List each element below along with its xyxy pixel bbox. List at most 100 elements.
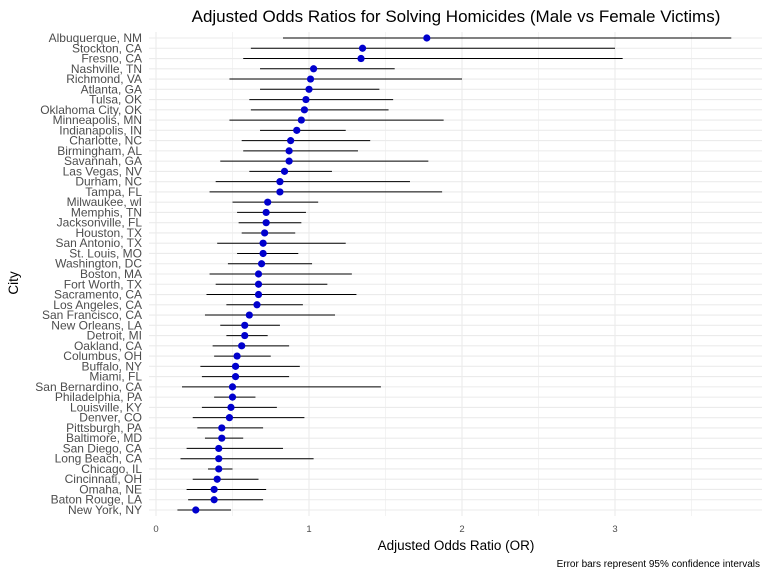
city-label: Oakland, CA	[74, 339, 142, 353]
plot-area	[149, 32, 762, 516]
city-label: Miami, FL	[89, 370, 142, 384]
city-label: Fort Worth, TX	[64, 277, 142, 291]
data-point	[257, 260, 266, 268]
city-label: Buffalo, NY	[82, 359, 142, 373]
chart-title: Adjusted Odds Ratios for Solving Homicid…	[192, 7, 721, 26]
data-point	[210, 496, 218, 504]
data-point	[253, 301, 261, 309]
city-label: St. Louis, MO	[69, 246, 142, 260]
error-bars	[177, 37, 732, 511]
data-point	[215, 465, 223, 473]
city-label: Cincinnati, OH	[65, 472, 142, 486]
x-tick-label: 2	[459, 524, 464, 535]
data-point	[302, 95, 310, 104]
city-label: Columbus, OH	[63, 349, 142, 363]
city-label: Chicago, IL	[81, 462, 142, 476]
data-point	[225, 414, 234, 422]
data-point	[305, 85, 313, 93]
data-point	[261, 229, 269, 237]
city-label: Tampa, FL	[85, 185, 142, 199]
city-label: Indianapolis, IN	[59, 123, 142, 137]
data-point	[254, 270, 263, 278]
city-label: Tulsa, OK	[89, 93, 142, 107]
x-tick-label: 3	[612, 524, 617, 535]
data-point	[280, 167, 289, 175]
data-point	[215, 444, 223, 453]
data-point	[241, 321, 249, 329]
x-tick-labels: 0 1 2 3	[153, 524, 617, 535]
data-point	[306, 75, 315, 83]
data-point	[357, 54, 365, 63]
city-label: Sacramento, CA	[54, 288, 142, 302]
data-point	[276, 178, 284, 186]
city-label: Birmingham, AL	[57, 144, 142, 158]
data-point	[227, 403, 235, 411]
data-point	[215, 455, 223, 463]
data-point	[233, 352, 241, 360]
city-label: Savannah, GA	[64, 154, 142, 168]
city-label: Nashville, TN	[71, 62, 142, 76]
city-label: Long Beach, CA	[55, 452, 142, 466]
data-point	[293, 126, 301, 134]
city-label: New Orleans, LA	[51, 318, 142, 332]
data-point	[213, 475, 221, 483]
data-point	[285, 157, 293, 165]
x-tick-label: 1	[306, 524, 311, 535]
data-point	[358, 44, 367, 52]
city-label: Louisville, KY	[70, 400, 142, 414]
city-label: Las Vegas, NV	[63, 164, 142, 178]
city-label: Fresno, CA	[81, 52, 142, 66]
data-points	[192, 34, 431, 514]
city-label: Stockton, CA	[72, 41, 142, 55]
data-point	[262, 208, 270, 217]
city-label: San Bernardino, CA	[35, 380, 142, 394]
city-label: Charlotte, NC	[69, 134, 142, 148]
city-label: San Francisco, CA	[42, 308, 142, 322]
data-point	[262, 219, 270, 227]
city-label: Baton Rouge, LA	[51, 493, 142, 507]
data-point	[218, 434, 226, 442]
data-point	[218, 424, 226, 432]
city-label: Milwaukee, wI	[67, 195, 142, 209]
city-label: Albuquerque, NM	[49, 31, 142, 45]
city-label: San Antonio, TX	[55, 236, 142, 250]
data-point	[245, 311, 253, 319]
x-tick-label: 0	[153, 524, 158, 535]
city-label: Los Angeles, CA	[53, 298, 142, 312]
city-label: Durham, NC	[75, 175, 142, 189]
y-axis-title: City	[6, 271, 21, 294]
data-point	[192, 506, 200, 514]
data-point	[231, 373, 240, 381]
data-point	[309, 65, 318, 73]
data-point	[210, 485, 218, 494]
city-label: Atlanta, GA	[81, 82, 142, 96]
data-point	[259, 239, 267, 247]
data-point	[254, 290, 263, 299]
city-label: Jacksonville, FL	[57, 216, 143, 230]
data-point	[276, 188, 284, 196]
city-label: Richmond, VA	[66, 72, 142, 86]
city-label: Omaha, NE	[79, 482, 142, 496]
data-point	[300, 106, 309, 114]
data-point	[287, 137, 295, 145]
data-point	[241, 331, 249, 340]
data-point	[423, 34, 431, 42]
x-axis-title: Adjusted Odds Ratio (OR)	[378, 538, 535, 553]
data-point	[254, 280, 263, 288]
city-label: Minneapolis, MN	[53, 113, 142, 127]
city-label: New York, NY	[68, 503, 142, 517]
city-label: Denver, CO	[79, 411, 142, 425]
city-label: Memphis, TN	[71, 205, 142, 219]
city-label: Washington, DC	[55, 257, 142, 271]
data-point	[259, 249, 267, 258]
city-label: San Diego, CA	[63, 441, 142, 455]
city-label: Baltimore, MD	[66, 431, 142, 445]
data-point	[231, 362, 240, 370]
data-point	[228, 393, 237, 401]
data-point	[228, 383, 237, 391]
data-point	[297, 116, 305, 124]
data-point	[264, 198, 272, 206]
city-label: Detroit, MI	[87, 329, 142, 343]
